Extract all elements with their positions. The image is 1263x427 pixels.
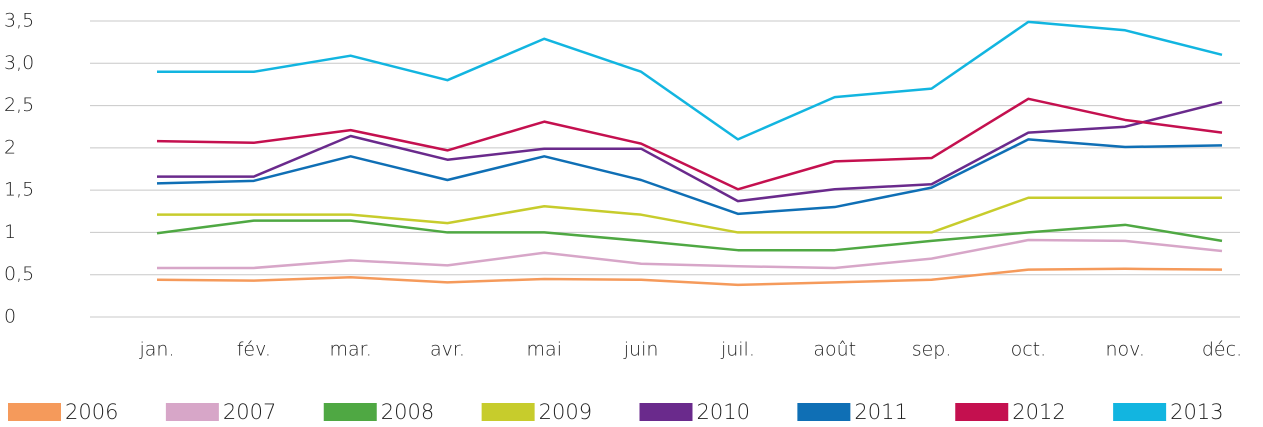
x-tick-label: oct. bbox=[1011, 339, 1047, 361]
x-tick-label: avr. bbox=[430, 339, 465, 361]
x-tick-label: mar. bbox=[330, 339, 372, 361]
legend-swatch bbox=[1113, 403, 1167, 421]
x-tick-label: nov. bbox=[1105, 339, 1144, 361]
legend-swatch bbox=[797, 403, 851, 421]
legend-swatch bbox=[165, 403, 219, 421]
x-tick-label: août bbox=[813, 339, 856, 361]
y-tick-label: 3,0 bbox=[4, 52, 34, 74]
legend-label: 2008 bbox=[381, 400, 434, 424]
y-tick-label: 2 bbox=[4, 136, 16, 158]
legend-swatch bbox=[323, 403, 377, 421]
series-line bbox=[156, 97, 1223, 191]
y-tick-label: 2,5 bbox=[4, 94, 34, 116]
y-tick-label: 3,5 bbox=[4, 10, 34, 32]
series-line bbox=[157, 238, 1223, 270]
x-tick-label: fév. bbox=[237, 339, 271, 361]
legend-label: 2010 bbox=[697, 400, 750, 424]
y-tick-label: 1,5 bbox=[4, 179, 34, 201]
legend-label: 2013 bbox=[1170, 400, 1223, 424]
legend-label: 2009 bbox=[539, 400, 592, 424]
legend-label: 2011 bbox=[854, 400, 907, 424]
x-tick-label: juil. bbox=[720, 339, 755, 361]
x-tick-label: sep. bbox=[912, 339, 952, 361]
x-tick-label: déc. bbox=[1202, 339, 1242, 361]
y-tick-label: 1 bbox=[4, 221, 16, 243]
legend-label: 2007 bbox=[223, 400, 276, 424]
legend-swatch bbox=[955, 403, 1009, 421]
legend-swatch bbox=[481, 403, 535, 421]
x-tick-label: jan. bbox=[138, 339, 174, 361]
series-line bbox=[156, 219, 1223, 252]
series-line bbox=[157, 196, 1222, 234]
y-tick-label: 0,5 bbox=[4, 263, 34, 285]
legend-label: 2012 bbox=[1012, 400, 1065, 424]
series-line bbox=[156, 267, 1223, 287]
legend-swatch bbox=[8, 403, 61, 421]
series-line bbox=[157, 100, 1223, 203]
legend-swatch bbox=[639, 403, 693, 421]
series-line bbox=[156, 138, 1223, 216]
legend-label: 2006 bbox=[65, 400, 118, 424]
series-line bbox=[157, 20, 1223, 141]
x-tick-label: mai bbox=[527, 339, 562, 361]
x-tick-label: juin bbox=[623, 339, 659, 361]
y-tick-label: 0 bbox=[4, 306, 16, 328]
